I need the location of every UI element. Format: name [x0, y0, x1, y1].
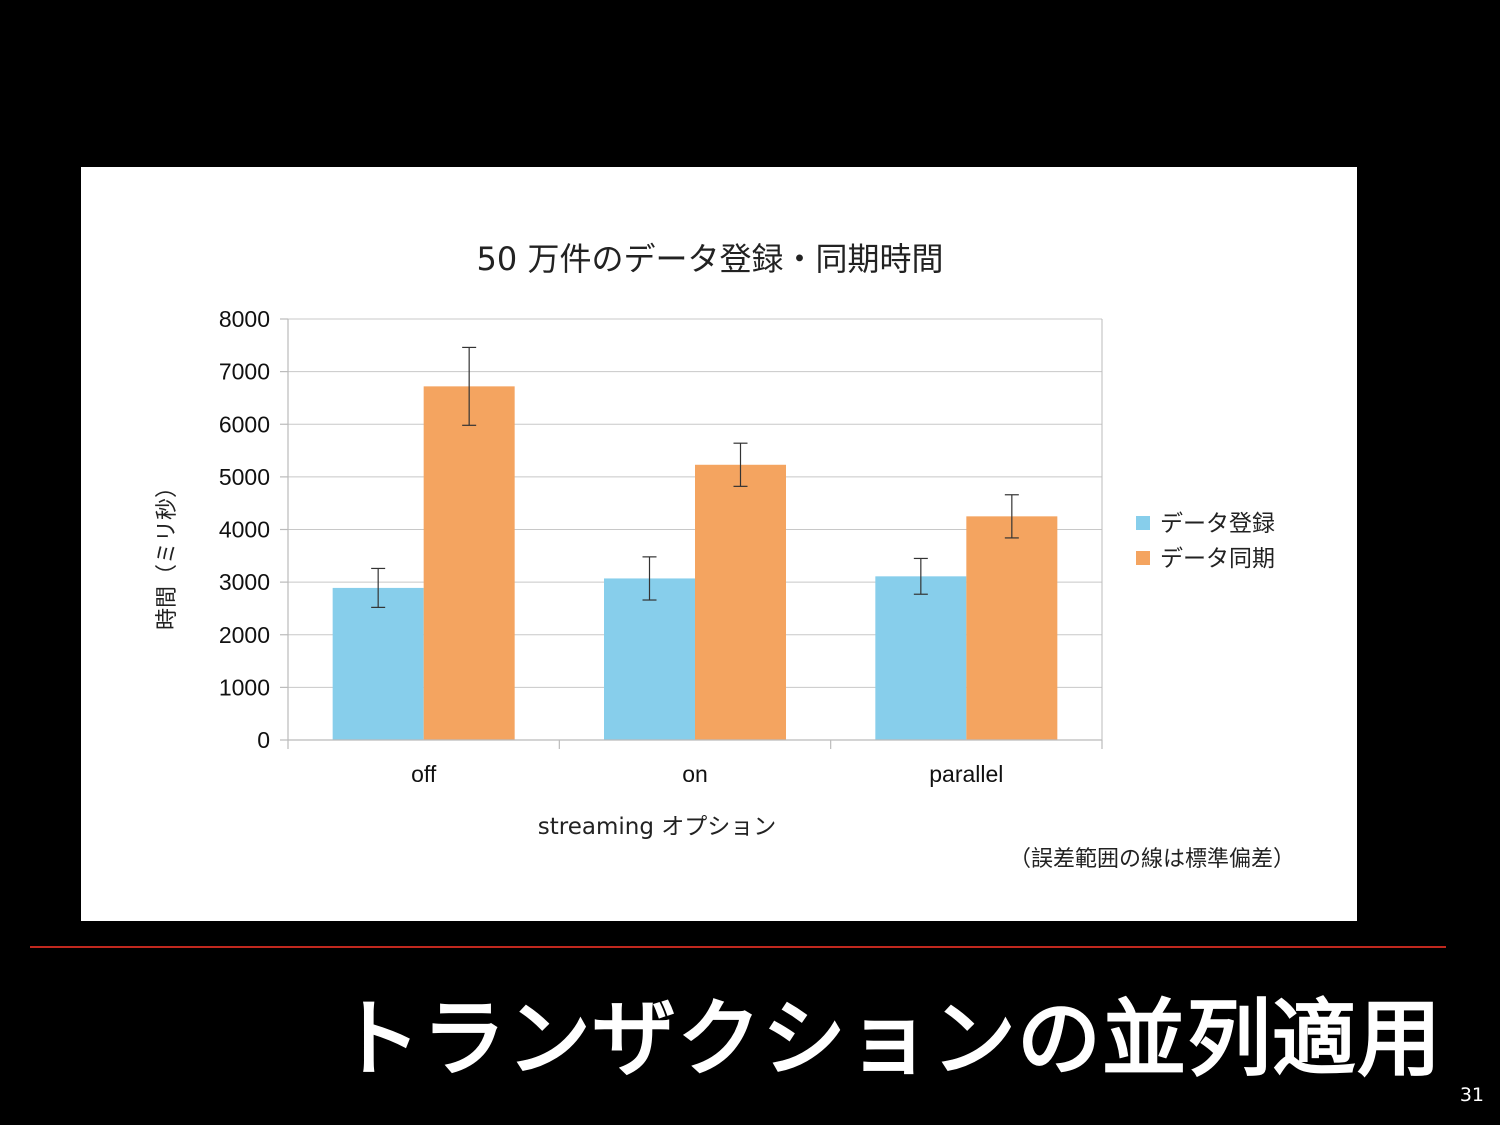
- legend-label: データ同期: [1160, 546, 1275, 572]
- y-tick-label: 3000: [219, 569, 270, 595]
- page-number: 31: [1459, 1084, 1484, 1106]
- bar: [332, 587, 424, 740]
- x-tick-label: parallel: [929, 761, 1003, 787]
- y-tick-label: 6000: [219, 411, 270, 437]
- x-axis-label: streaming オプション: [538, 814, 776, 840]
- chart-title: 50 万件のデータ登録・同期時間: [477, 240, 944, 278]
- chart-panel: 50 万件のデータ登録・同期時間 0 1000 2000 3000 4000 5000 60…: [81, 167, 1357, 921]
- slide-title: トランザクションの並列適用: [336, 990, 1442, 1088]
- x-tick-label: off: [411, 761, 437, 787]
- y-tick-label: 2000: [219, 622, 270, 648]
- bars: [332, 386, 1058, 740]
- bar-chart: 50 万件のデータ登録・同期時間 0 1000 2000 3000 4000 5000 60…: [155, 240, 1295, 872]
- y-tick-label: 0: [257, 727, 270, 753]
- bar: [966, 516, 1058, 740]
- legend-swatch: [1136, 516, 1150, 530]
- bar: [423, 386, 515, 740]
- error-bars: [371, 346, 1019, 608]
- y-axis-label: 時間（ミリ秒）: [155, 476, 180, 630]
- legend-label: データ登録: [1160, 511, 1275, 537]
- bar: [875, 576, 967, 740]
- axes: [280, 318, 1103, 749]
- x-tick-labels: off on parallel: [411, 761, 1003, 787]
- legend-swatch: [1136, 551, 1150, 565]
- x-tick-label: on: [682, 761, 708, 787]
- y-tick-label: 1000: [219, 674, 270, 700]
- y-tick-label: 5000: [219, 464, 270, 490]
- y-tick-label: 8000: [219, 306, 270, 332]
- y-tick-labels: 0 1000 2000 3000 4000 5000 6000 7000 8000: [219, 306, 270, 753]
- y-tick-label: 4000: [219, 517, 270, 543]
- bar: [604, 578, 695, 740]
- chart-note: （誤差範囲の線は標準偏差）: [1009, 847, 1295, 872]
- title-divider: [30, 946, 1446, 948]
- bar: [695, 464, 786, 740]
- y-tick-label: 7000: [219, 359, 270, 385]
